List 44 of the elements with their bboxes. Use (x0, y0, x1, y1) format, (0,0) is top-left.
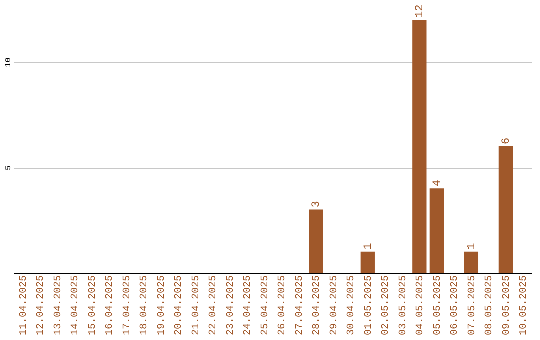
x-tick-label: 21.04.2025 (191, 276, 202, 336)
x-tick-label: 17.04.2025 (122, 276, 134, 336)
x-tick-label: 28.04.2025 (312, 276, 324, 336)
data-label: 4 (432, 180, 444, 187)
x-tick-label: 27.04.2025 (294, 276, 306, 336)
x-tick-label: 12.04.2025 (36, 276, 48, 336)
y-tick-label: 10 (4, 58, 14, 68)
data-label: 1 (466, 242, 478, 250)
x-tick-label: 07.05.2025 (467, 276, 478, 336)
data-label: 12 (414, 4, 427, 18)
bar (498, 146, 514, 273)
bar (430, 188, 444, 273)
x-tick-label: 03.05.2025 (398, 276, 410, 336)
data-label: 3 (311, 201, 324, 208)
x-tick-label: 01.05.2025 (364, 276, 375, 336)
x-tick-label: 06.05.2025 (450, 276, 462, 336)
x-tick-label: 05.05.2025 (432, 276, 444, 336)
x-tick-label: 02.05.2025 (381, 276, 392, 336)
x-tick-label: 25.04.2025 (260, 276, 272, 336)
x-tick-label: 30.04.2025 (346, 276, 358, 336)
x-tick-label: 11.04.2025 (18, 276, 30, 336)
x-tick-label: 18.04.2025 (140, 276, 151, 336)
x-tick-label: 29.04.2025 (329, 276, 340, 336)
x-tick-label: 23.04.2025 (226, 276, 237, 336)
data-label: 1 (362, 242, 375, 250)
x-tick-label: 13.04.2025 (53, 276, 64, 336)
x-tick-label: 15.04.2025 (88, 276, 99, 336)
x-tick-label: 24.04.2025 (243, 276, 254, 336)
x-tick-label: 04.05.2025 (416, 276, 427, 336)
x-tick-label: 19.04.2025 (156, 276, 168, 336)
data-label: 6 (500, 138, 513, 144)
bar (412, 20, 427, 273)
bar (360, 252, 375, 273)
bar (309, 210, 324, 273)
x-tick-label: 20.04.2025 (174, 276, 186, 336)
x-tick-label: 08.05.2025 (484, 276, 496, 336)
x-tick-label: 09.05.2025 (502, 276, 513, 336)
x-tick-label: 26.04.2025 (278, 276, 289, 336)
y-tick-label: 5 (4, 165, 14, 170)
bar (464, 252, 479, 273)
x-tick-label: 14.04.2025 (70, 276, 82, 336)
x-tick-label: 22.04.2025 (208, 276, 220, 336)
x-tick-label: 16.04.2025 (105, 276, 116, 336)
x-tick-label: 10.05.2025 (519, 276, 530, 336)
